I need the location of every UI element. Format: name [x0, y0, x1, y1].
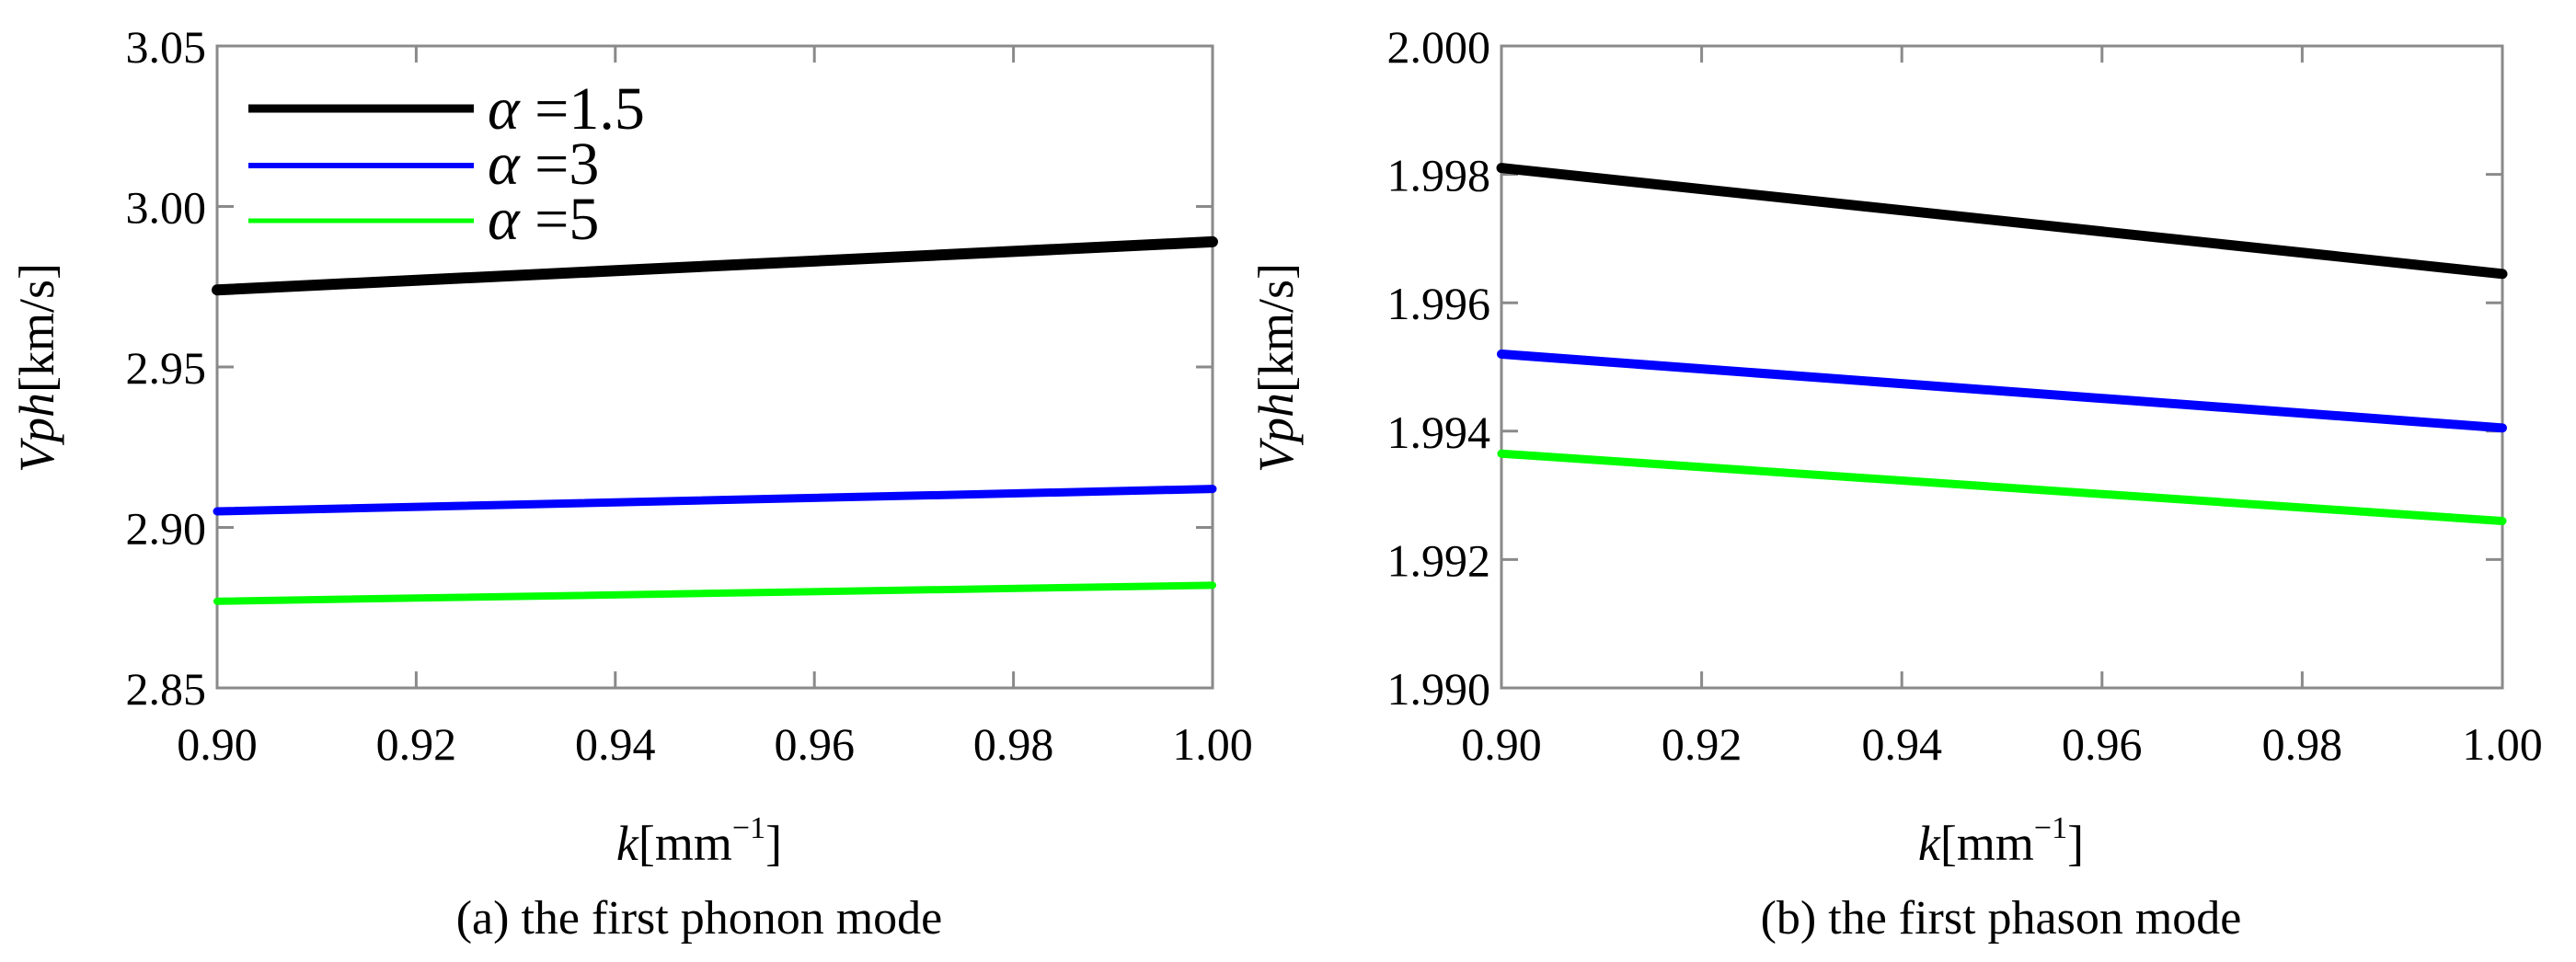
series-line	[1496, 163, 2508, 280]
x-tick-label: 0.94	[575, 718, 656, 770]
y-tick-labels: 2.85 2.90 2.95 3.00 3.05	[126, 21, 207, 715]
legend-entry: α =3	[248, 131, 599, 198]
y-axis-title: Vph[km/s]	[9, 263, 64, 473]
legend-label: α =1.5	[488, 75, 645, 143]
chart-panel-phason: 0.90 0.92 0.94 0.96 0.98 1.00 1.990 1.992 1.994…	[1248, 21, 2543, 945]
caption: (b) the first phason mode	[1761, 892, 2242, 945]
tick-marks	[1500, 44, 2504, 690]
y-tick-label: 1.994	[1387, 407, 1491, 458]
x-tick-labels: 0.90 0.92 0.94 0.96 0.98 1.00	[1461, 718, 2543, 770]
legend-label: α =3	[488, 131, 599, 198]
x-tick-label: 1.00	[2462, 718, 2543, 770]
y-tick-label: 1.996	[1387, 278, 1491, 329]
chart-panel-phonon: 0.90 0.92 0.94 0.96 0.98 1.00 2.85 2.90 2.95 3.0…	[9, 21, 1253, 945]
x-tick-label: 1.00	[1172, 718, 1253, 770]
y-tick-label: 2.90	[126, 503, 207, 555]
tick-marks	[215, 44, 1214, 690]
x-tick-label: 0.90	[177, 718, 258, 770]
series-line	[1497, 449, 2507, 526]
x-tick-label: 0.98	[2262, 718, 2343, 770]
legend: α =1.5 α =3 α =5	[248, 75, 645, 253]
x-tick-label: 0.98	[973, 718, 1054, 770]
series-lines	[1496, 163, 2508, 526]
x-tick-label: 0.96	[774, 718, 855, 770]
x-tick-label: 0.90	[1461, 718, 1542, 770]
x-tick-label: 0.92	[376, 718, 457, 770]
y-tick-label: 2.85	[126, 663, 207, 715]
x-tick-label: 0.96	[2062, 718, 2143, 770]
x-tick-label: 0.92	[1662, 718, 1742, 770]
x-tick-label: 0.94	[1861, 718, 1942, 770]
x-tick-labels: 0.90 0.92 0.94 0.96 0.98 1.00	[177, 718, 1253, 770]
series-lines	[212, 235, 1218, 605]
y-tick-label: 1.990	[1387, 663, 1491, 715]
series-line	[1497, 349, 2507, 433]
legend-entry: α =1.5	[248, 75, 645, 143]
y-tick-label: 1.992	[1387, 534, 1491, 586]
caption: (a) the first phonon mode	[456, 892, 943, 945]
y-tick-label: 1.998	[1387, 150, 1491, 201]
legend-label: α =5	[488, 186, 599, 253]
y-tick-labels: 1.990 1.992 1.994 1.996 1.998 2.000	[1387, 21, 1491, 715]
plot-area-frame	[1500, 44, 2504, 690]
x-axis-title: k[mm−1]	[1918, 811, 2084, 871]
y-axis-title: Vph[km/s]	[1248, 263, 1304, 473]
y-tick-label: 2.000	[1387, 21, 1491, 73]
y-tick-label: 3.05	[126, 21, 207, 73]
series-line	[212, 235, 1218, 296]
x-axis-title: k[mm−1]	[616, 811, 782, 871]
legend-entry: α =5	[248, 186, 599, 253]
y-tick-label: 2.95	[126, 342, 207, 394]
series-line	[213, 485, 1217, 516]
y-tick-label: 3.00	[126, 182, 207, 234]
series-line	[213, 581, 1216, 605]
